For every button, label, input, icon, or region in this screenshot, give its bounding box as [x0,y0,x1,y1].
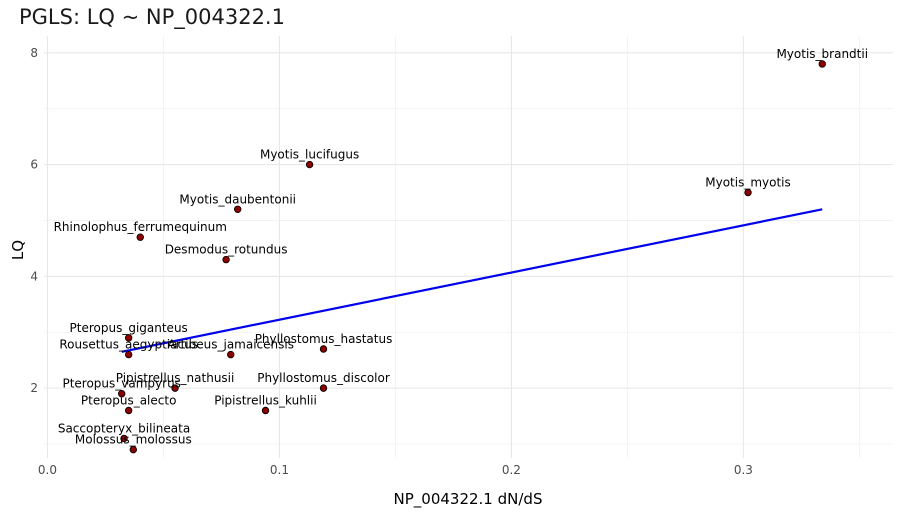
y-tick-label: 6 [30,158,38,172]
point-label: Desmodus_rotundus [165,243,288,257]
data-point [124,334,133,342]
data-point [305,160,314,169]
axis-ticks: 0.0 0.1 0.2 0.3 2 4 6 8 [30,46,753,477]
point-label: Saccopteryx_bilineata [58,421,190,435]
point-label: Pipistrellus_nathusii [116,371,235,385]
data-point [171,384,179,392]
point-label: Rousettus_aegyptiacus [59,338,198,352]
x-tick-label: 0.2 [502,463,521,477]
data-point [136,233,144,241]
point-label: Molossus_molossus [75,433,192,447]
point-label: Phyllostomus_discolor [257,371,390,385]
point-label: Pteropus_alecto [81,393,177,407]
data-point [233,205,242,213]
point-label: Rhinolophus_ferrumequinum [54,220,227,234]
regression-line-layer [121,208,823,353]
data-points [118,60,826,454]
data-point [222,255,230,264]
point-label: Myotis_brandtii [776,47,868,61]
y-tick-label: 4 [30,269,38,283]
data-point [818,60,826,68]
data-point [124,406,133,415]
chart-title: PGLS: LQ ~ NP_004322.1 [19,5,285,29]
x-tick-label: 0.1 [270,463,289,477]
point-label: Myotis_myotis [705,176,791,190]
data-point [319,384,328,392]
point-labels: Myotis_brandtii Myotis_lucifugus Myotis_my… [54,47,868,447]
data-point [124,350,133,359]
point-label: Phyllostomus_hastatus [255,332,393,346]
point-label: Pteropus_giganteus [70,321,188,335]
minor-gridlines [44,36,893,458]
x-axis-title: NP_004322.1 dN/dS [394,490,543,509]
data-point [227,350,235,359]
point-label: Myotis_lucifugus [260,148,359,162]
x-tick-label: 0.0 [38,463,57,477]
major-gridlines [44,36,893,458]
y-tick-label: 2 [30,381,38,395]
point-label: Artibeus_jamaicensis [167,338,294,352]
data-point [118,390,126,398]
data-point [319,345,328,353]
data-point [261,406,270,415]
point-label: Pipistrellus_kuhlii [214,393,317,407]
point-label: Pteropus_vampyrus [62,377,180,391]
data-point [120,434,128,443]
data-point [129,445,138,454]
y-axis-title: LQ [9,240,27,260]
y-tick-label: 8 [30,46,38,60]
point-label: Myotis_daubentonii [179,192,296,206]
regression-line [121,208,823,353]
data-point [744,188,752,197]
x-tick-label: 0.3 [734,463,753,477]
